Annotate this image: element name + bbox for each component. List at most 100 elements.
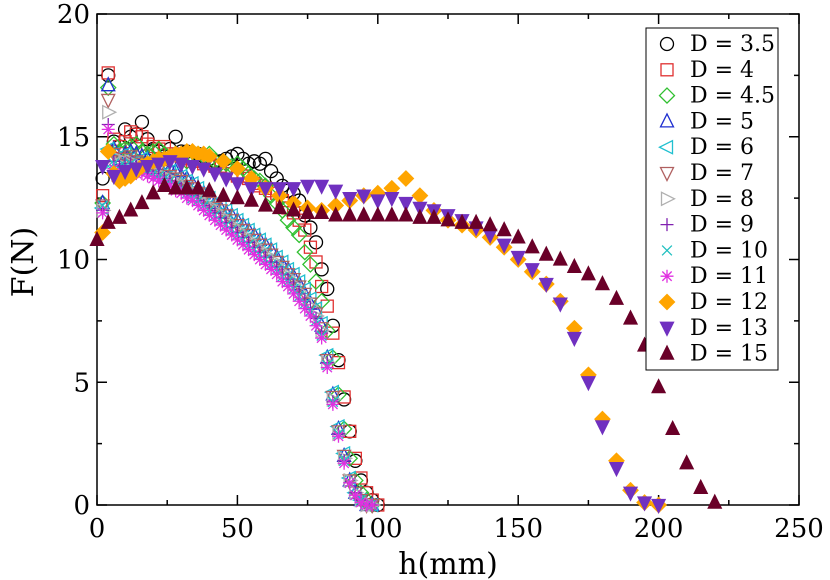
data-point [263, 163, 279, 179]
data-point [141, 169, 155, 183]
data-point [106, 169, 122, 185]
data-point [356, 189, 372, 205]
data-point [242, 243, 256, 257]
data-point [151, 157, 167, 173]
data-point [552, 297, 568, 313]
data-point [384, 191, 400, 208]
legend-label: D = 3.5 [690, 32, 775, 57]
data-point [229, 189, 245, 205]
data-point [246, 233, 262, 249]
data-point [184, 160, 201, 176]
data-point [326, 397, 340, 411]
data-point [196, 162, 212, 178]
legend: D = 3.5D = 4D = 4.5D = 5D = 6D = 7D = 8D… [645, 27, 779, 371]
data-point [96, 206, 110, 220]
data-point [190, 179, 206, 195]
data-point [287, 287, 301, 301]
data-point [665, 419, 681, 436]
legend-label: D = 7 [690, 161, 754, 186]
data-point [179, 179, 195, 195]
data-point [229, 177, 245, 193]
data-point [290, 226, 308, 244]
data-point [622, 486, 639, 502]
data-point [191, 198, 205, 212]
data-point [468, 213, 484, 229]
y-tick-label: 10 [57, 246, 90, 276]
legend-box [645, 27, 779, 371]
data-point [309, 319, 323, 333]
data-point [622, 309, 639, 325]
data-point [253, 253, 267, 266]
data-point [309, 255, 323, 269]
legend-label: D = 6 [690, 135, 754, 160]
data-point [258, 257, 272, 271]
data-point [300, 203, 316, 220]
data-point [365, 498, 379, 512]
legend-marker [659, 321, 675, 337]
data-point [123, 150, 139, 166]
data-point [315, 331, 329, 345]
data-point [202, 208, 216, 222]
data-point [328, 184, 344, 200]
legend-label: D = 15 [690, 342, 768, 367]
data-point [566, 331, 582, 348]
data-point [331, 429, 345, 443]
data-point [651, 498, 667, 514]
data-point [139, 160, 156, 176]
data-point [296, 243, 314, 261]
data-point [348, 488, 362, 502]
x-tick-label: 150 [493, 514, 543, 544]
data-point [123, 201, 139, 217]
data-point [594, 275, 610, 291]
data-point [328, 206, 344, 222]
y-tick-label: 20 [57, 0, 90, 30]
x-axis-title: h(mm) [398, 547, 498, 580]
data-point [213, 204, 229, 220]
data-point [426, 208, 442, 224]
data-point [300, 179, 316, 195]
data-point [298, 302, 312, 316]
data-point [608, 289, 625, 305]
data-point [229, 218, 245, 235]
legend-label: D = 13 [690, 316, 768, 341]
data-point [218, 172, 234, 188]
data-point [566, 257, 582, 274]
data-point [307, 273, 325, 291]
data-point [95, 160, 111, 176]
series-d15 [89, 176, 723, 509]
data-point [102, 104, 118, 120]
data-point [230, 233, 244, 247]
data-point [247, 248, 261, 262]
data-point [243, 191, 259, 207]
legend-label: D = 4 [690, 58, 754, 83]
legend-items: D = 3.5D = 4D = 4.5D = 5D = 6D = 7D = 8D… [658, 32, 775, 367]
data-point [146, 171, 160, 185]
data-points [89, 66, 723, 514]
data-point [101, 122, 115, 136]
data-point [286, 201, 302, 217]
legend-label: D = 9 [690, 213, 754, 238]
legend-label: D = 11 [690, 264, 768, 289]
data-point [342, 206, 358, 222]
data-point [263, 248, 279, 264]
data-point [173, 174, 189, 190]
data-point [134, 194, 150, 210]
data-point [580, 265, 596, 281]
data-point [95, 189, 110, 203]
x-tick-label: 0 [89, 514, 106, 544]
legend-label: D = 5 [690, 109, 754, 134]
y-axis-title: F(N) [6, 227, 41, 297]
data-point [314, 179, 330, 195]
data-point [111, 208, 128, 224]
data-point [95, 199, 111, 215]
data-point [264, 262, 278, 276]
data-point [397, 170, 415, 187]
data-point [180, 191, 194, 205]
data-point [275, 275, 289, 289]
legend-marker [658, 87, 676, 105]
data-point [214, 152, 232, 170]
data-point [201, 181, 217, 197]
data-point [637, 496, 653, 512]
legend-marker [660, 269, 674, 283]
